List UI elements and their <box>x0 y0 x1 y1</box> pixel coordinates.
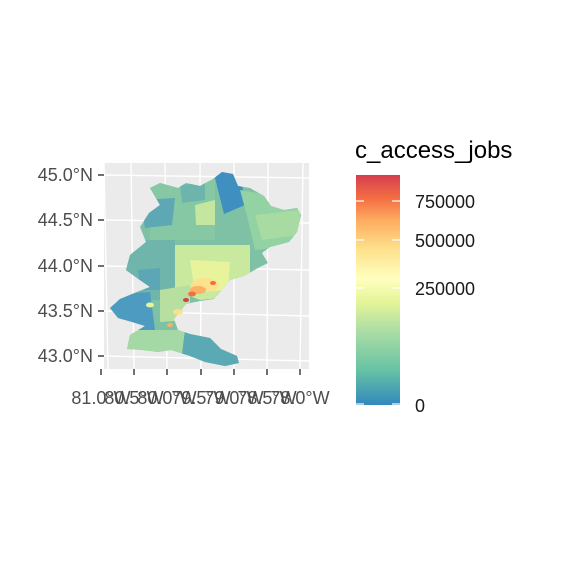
x-tick-label: 78.5°W <box>237 388 296 408</box>
legend-colorbar <box>356 175 400 405</box>
legend-label: 750000 <box>415 192 475 212</box>
legend-label: 0 <box>415 396 425 416</box>
y-tick-label: 43.0°N <box>38 346 93 366</box>
x-tick-label: 79.0°W <box>204 388 263 408</box>
legend-label: 250000 <box>415 279 475 299</box>
legend: c_access_jobs 750000 500000 250000 0 <box>355 137 512 416</box>
x-tick-label: 79.5°W <box>171 388 230 408</box>
y-axis: 45.0°N 44.5°N 44.0°N 43.5°N 43.0°N <box>38 165 104 366</box>
y-tick-label: 43.5°N <box>38 301 93 321</box>
x-tick-label: 81.0°W <box>71 388 130 408</box>
x-tick-label: 78.0°W <box>270 388 329 408</box>
legend-label: 500000 <box>415 231 475 251</box>
y-tick-label: 44.5°N <box>38 210 93 230</box>
urban-core <box>146 278 219 327</box>
x-axis: 81.0°W 80.5°W 80.0°W 79.5°W 79.0°W 78.5°… <box>71 369 330 408</box>
x-tick-label: 80.0°W <box>137 388 196 408</box>
x-tick-label: 80.5°W <box>104 388 163 408</box>
y-tick-label: 45.0°N <box>38 165 93 185</box>
legend-title: c_access_jobs <box>355 137 512 164</box>
y-tick-label: 44.0°N <box>38 256 93 276</box>
